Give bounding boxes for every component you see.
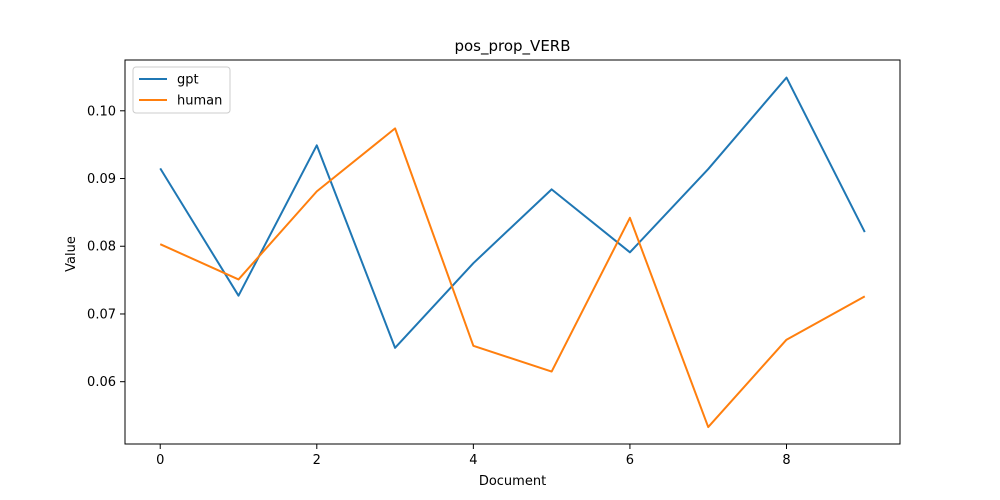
plot-area: 0 2 4 6 8 0.06 0.07 0.08 0.09 0.10 gpt human: [87, 59, 901, 468]
y-tick-label: 0.09: [87, 172, 116, 187]
y-tick-label: 0.06: [87, 375, 116, 390]
y-tick-label: 0.10: [87, 104, 116, 119]
y-axis-title: Value: [64, 236, 79, 272]
series-line-human: [159, 127, 866, 429]
x-tick-label: 2: [313, 453, 321, 468]
x-tick-label: 4: [469, 453, 477, 468]
plot-frame: [124, 59, 901, 445]
x-axis-title: Document: [479, 474, 546, 489]
chart-title: pos_prop_VERB: [454, 37, 570, 56]
x-tick-label: 8: [782, 453, 790, 468]
y-tick-label: 0.08: [87, 240, 116, 255]
legend-label-gpt: gpt: [177, 73, 199, 88]
legend-label-human: human: [177, 94, 222, 109]
y-tick-label: 0.07: [87, 307, 116, 322]
x-tick-label: 6: [626, 453, 634, 468]
x-tick-label: 0: [156, 453, 164, 468]
series-line-gpt: [159, 76, 866, 349]
